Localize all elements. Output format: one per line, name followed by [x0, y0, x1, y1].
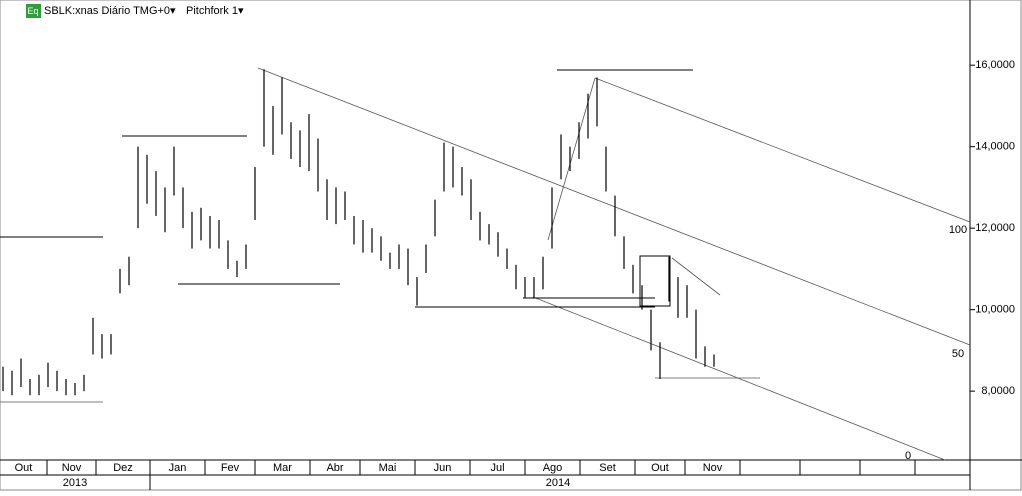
y-tick-label: 8,0000: [981, 385, 1015, 397]
x-tick-label: Out: [15, 462, 33, 474]
study-label[interactable]: Pitchfork 1▾: [186, 5, 244, 17]
x-tick-label: Fev: [221, 462, 240, 474]
chart-title[interactable]: SBLK:xnas Diário TMG+0▾: [44, 5, 176, 17]
x-tick-label: Nov: [62, 462, 82, 474]
icon[interactable]: [26, 4, 41, 18]
y-tick-label: 10,0000: [975, 304, 1015, 316]
pitchfork-label: 0: [905, 450, 911, 462]
x-tick-label: Out: [651, 462, 669, 474]
drawings: [0, 67, 971, 461]
pitchfork-label: 100: [949, 224, 967, 236]
x-tick-label: Jan: [169, 462, 187, 474]
icon-label[interactable]: Eq: [27, 6, 38, 16]
x-tick-label: Mar: [273, 462, 292, 474]
x-tick-label: Ago: [543, 462, 563, 474]
x-tick-label: Jun: [434, 462, 452, 474]
x-tick-label: Mai: [379, 462, 397, 474]
year-label: 2014: [546, 477, 570, 489]
x-tick-label: Nov: [703, 462, 723, 474]
x-tick-label: Jul: [490, 462, 504, 474]
x-tick-label: Dez: [113, 462, 133, 474]
year-label: 2013: [63, 477, 87, 489]
y-tick-label: 16,0000: [975, 59, 1015, 71]
x-tick-label: Abr: [326, 462, 343, 474]
y-tick-label: 12,0000: [975, 222, 1015, 234]
pitchfork-label: 50: [952, 348, 964, 360]
y-tick-label: 14,0000: [975, 141, 1015, 153]
x-tick-label: Set: [599, 462, 616, 474]
